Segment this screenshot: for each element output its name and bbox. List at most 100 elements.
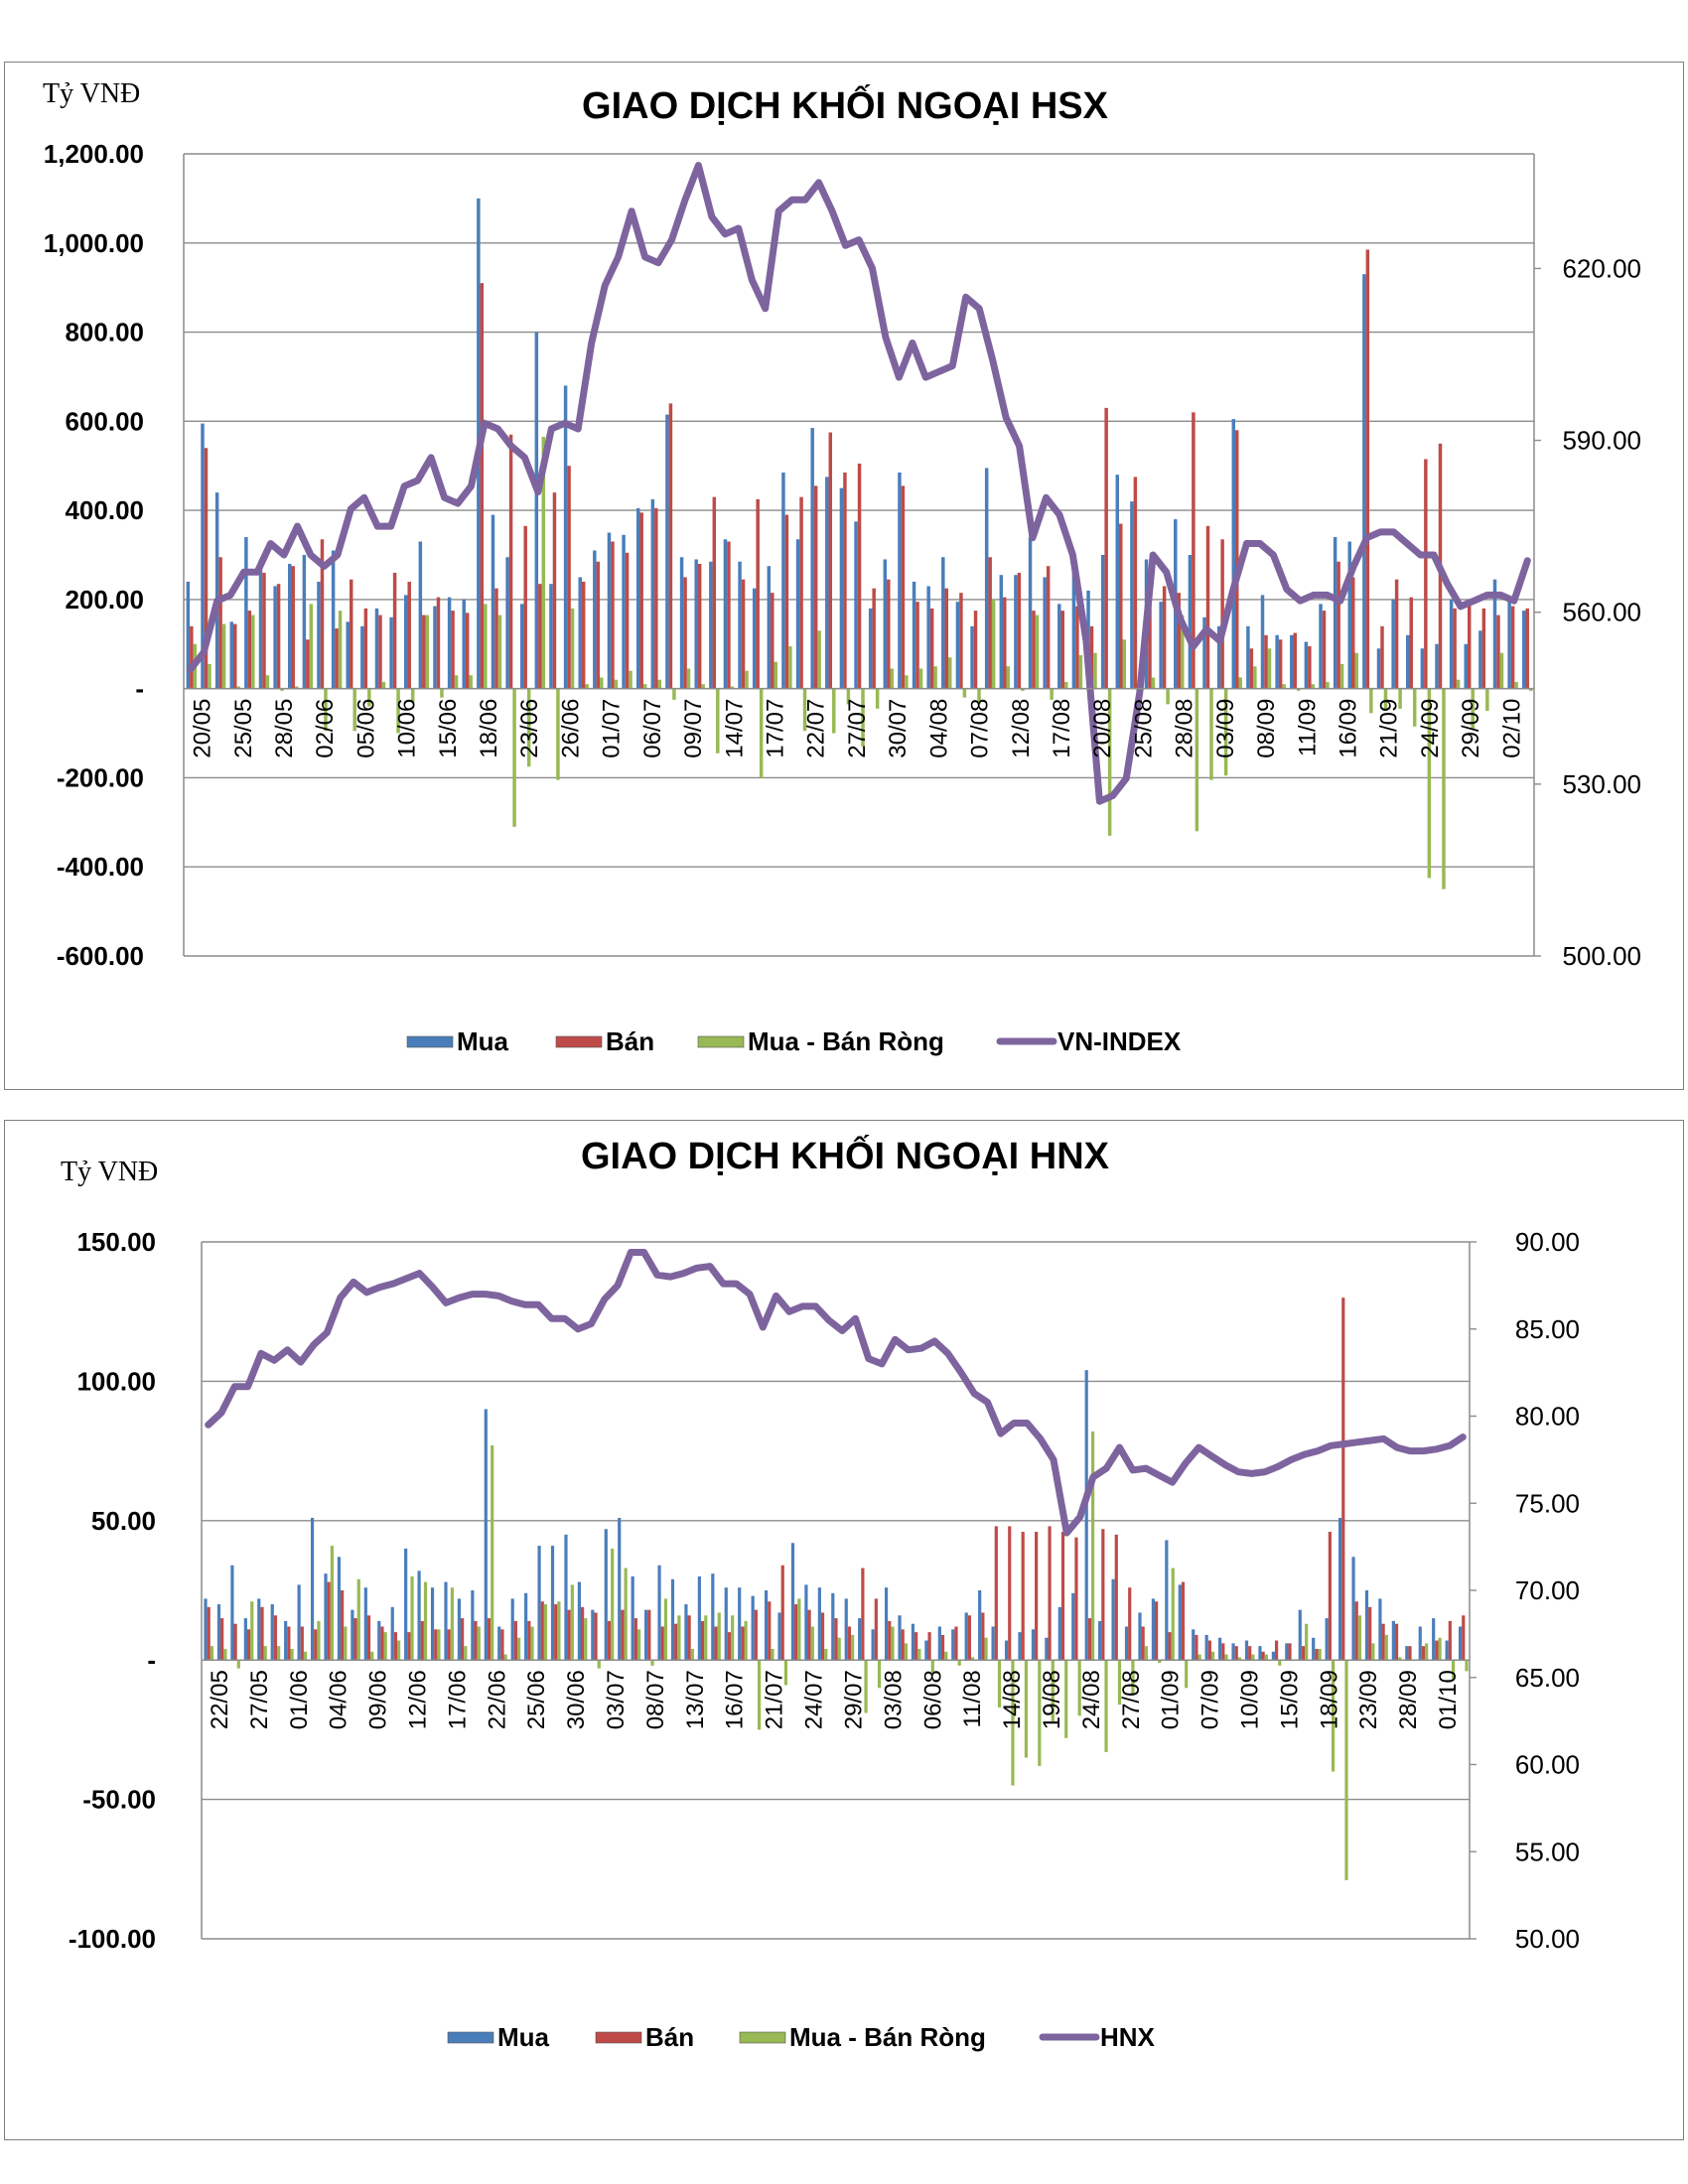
hnx-rong-bar bbox=[1144, 1646, 1148, 1661]
hsx-chart-panel: Tỷ VNĐ GIAO DỊCH KHỐI NGOẠI HSX 1,200.00… bbox=[4, 62, 1684, 1090]
hsx-ban-bar bbox=[218, 557, 222, 689]
hsx-legend-label: Mua bbox=[457, 1026, 509, 1056]
hnx-rong-bar bbox=[636, 1629, 641, 1661]
hnx-mua-bar bbox=[524, 1592, 528, 1661]
hnx-rong-bar bbox=[543, 1604, 548, 1661]
hnx-ban-bar bbox=[287, 1626, 291, 1661]
hnx-mua-bar bbox=[550, 1546, 555, 1661]
hnx-x-tick-label: 01/10 bbox=[1435, 1670, 1462, 1729]
hnx-rong-bar bbox=[464, 1646, 468, 1661]
hsx-ban-bar bbox=[1017, 572, 1022, 689]
hsx-mua-bar bbox=[462, 599, 466, 689]
hnx-mua-bar bbox=[631, 1575, 634, 1661]
hnx-ban-bar bbox=[1074, 1537, 1078, 1661]
hsx-mua-bar bbox=[1290, 634, 1294, 689]
hsx-rong-bar bbox=[802, 688, 807, 732]
hnx-index-line bbox=[205, 1249, 1467, 1537]
hsx-mua-bar bbox=[1362, 274, 1366, 689]
hsx-mua-bar bbox=[302, 555, 307, 689]
hnx-rong-bar bbox=[1278, 1660, 1282, 1666]
hnx-mua-bar bbox=[657, 1565, 661, 1661]
hsx-rong-bar bbox=[905, 675, 909, 689]
hsx-mua-bar bbox=[1435, 643, 1439, 689]
hnx-ban-bar bbox=[474, 1620, 478, 1661]
hnx-ban-bar bbox=[927, 1632, 931, 1661]
hnx-rong-bar bbox=[356, 1578, 360, 1661]
hsx-rong-bar bbox=[396, 688, 400, 734]
hnx-ban-bar bbox=[820, 1612, 825, 1661]
hnx-legend-swatch bbox=[595, 2031, 642, 2044]
hsx-rong-bar bbox=[1499, 652, 1504, 689]
hsx-rong-bar bbox=[948, 657, 952, 689]
hnx-rong-bar bbox=[917, 1648, 921, 1661]
hnx-mua-bar bbox=[604, 1529, 608, 1661]
hnx-rong-bar bbox=[370, 1651, 374, 1661]
hsx-chart-title: GIAO DỊCH KHỐI NGOẠI HSX bbox=[582, 82, 1109, 127]
hnx-rong-bar bbox=[677, 1615, 681, 1661]
hnx-ban-bar bbox=[714, 1626, 718, 1661]
hsx-mua-bar bbox=[374, 608, 379, 689]
hnx-rong-bar bbox=[450, 1587, 454, 1661]
hsx-mua-bar bbox=[1057, 604, 1061, 689]
hnx-legend-label: HNX bbox=[1100, 2022, 1156, 2052]
hnx-mua-bar bbox=[991, 1626, 995, 1661]
hsx-ban-bar bbox=[1409, 597, 1413, 689]
hnx-ban-bar bbox=[314, 1629, 318, 1661]
hsx-ban-bar bbox=[1032, 611, 1036, 689]
hsx-ban-bar bbox=[1453, 608, 1457, 689]
hnx-y-tick-label: 100.00 bbox=[76, 1366, 156, 1396]
hsx-rong-bar bbox=[1035, 614, 1040, 689]
hnx-rong-bar bbox=[1251, 1654, 1255, 1661]
hnx-x-tick-label: 09/06 bbox=[365, 1670, 392, 1729]
hsx-y-tick-label: 1,000.00 bbox=[44, 228, 144, 258]
hsx-ban-bar bbox=[422, 614, 426, 689]
hsx-rong-bar bbox=[1181, 614, 1185, 689]
hnx-rong-bar bbox=[597, 1660, 601, 1669]
hsx-rong-bar bbox=[1238, 677, 1242, 689]
hsx-rong-bar bbox=[280, 688, 284, 691]
hnx-ban-bar bbox=[674, 1623, 678, 1661]
hsx-rong-bar bbox=[1166, 688, 1170, 705]
hsx-rong-bar bbox=[1514, 681, 1518, 689]
hsx-ban-bar bbox=[828, 432, 833, 689]
hnx-mua-bar bbox=[377, 1620, 381, 1661]
hsx-rong-bar bbox=[657, 679, 662, 689]
hsx-legend-label: Bán bbox=[606, 1026, 654, 1056]
hsx-ban-bar bbox=[1119, 523, 1123, 689]
hsx-ban-bar bbox=[857, 463, 862, 689]
hsx-ban-bar bbox=[973, 611, 978, 689]
hnx-rong-bar bbox=[824, 1648, 828, 1661]
hnx-rong-bar bbox=[1465, 1660, 1469, 1672]
hnx-rong-bar bbox=[650, 1660, 654, 1666]
hsx-mua-bar bbox=[665, 414, 669, 689]
hsx-rong-bar bbox=[221, 623, 226, 689]
hsx-ban-bar bbox=[1424, 459, 1428, 689]
hnx-ban-bar bbox=[807, 1609, 811, 1661]
hsx-ban-bar bbox=[887, 579, 891, 689]
hsx-ban-bar bbox=[232, 623, 237, 689]
hnx-mua-bar bbox=[404, 1548, 408, 1661]
hsx-y2-tick-label: 590.00 bbox=[1562, 426, 1641, 456]
hsx-ban-bar bbox=[581, 581, 586, 689]
hnx-ban-bar bbox=[1181, 1581, 1186, 1661]
hsx-ban-bar bbox=[611, 541, 615, 689]
hnx-mua-bar bbox=[1298, 1609, 1302, 1661]
hnx-rong-bar bbox=[1077, 1660, 1081, 1716]
hnx-y-tick-label: - bbox=[147, 1645, 156, 1675]
hsx-ban-bar bbox=[1133, 477, 1138, 689]
hsx-mua-bar bbox=[563, 385, 568, 689]
hnx-ban-bar bbox=[513, 1620, 517, 1661]
hnx-x-tick-label: 27/05 bbox=[246, 1670, 273, 1729]
hnx-ban-bar bbox=[380, 1626, 384, 1661]
hnx-rong-bar bbox=[757, 1660, 762, 1730]
hnx-mua-bar bbox=[1192, 1629, 1196, 1661]
hsx-mua-bar bbox=[694, 559, 698, 689]
hsx-ban-bar bbox=[306, 639, 310, 689]
hnx-mua-bar bbox=[430, 1587, 435, 1661]
hnx-ban-bar bbox=[768, 1601, 772, 1661]
hnx-mua-bar bbox=[297, 1584, 301, 1661]
hsx-ban-bar bbox=[1365, 249, 1370, 689]
hnx-ban-bar bbox=[901, 1629, 905, 1661]
hsx-mua-bar bbox=[752, 588, 757, 689]
hnx-ban-bar bbox=[940, 1634, 945, 1661]
